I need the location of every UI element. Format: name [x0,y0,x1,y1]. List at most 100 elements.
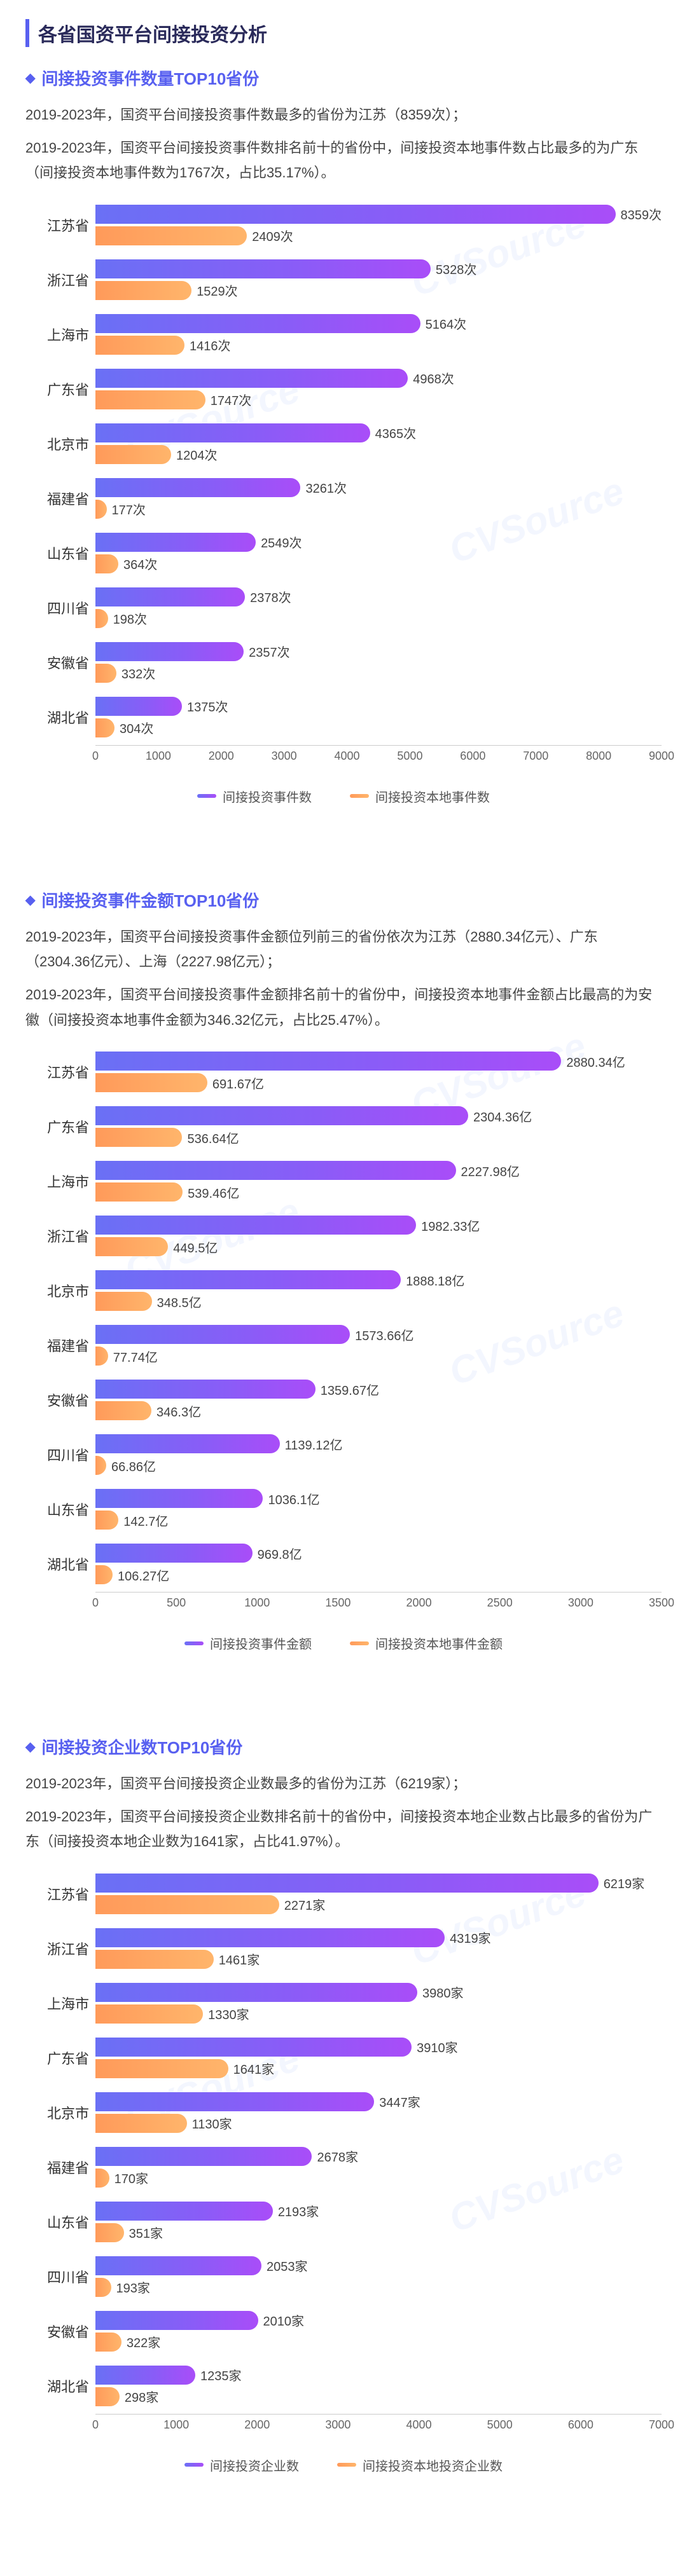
category-label: 四川省 [25,1444,95,1465]
bar-value-label: 1982.33亿 [421,1216,480,1235]
bar-value-label: 691.67亿 [212,1074,264,1092]
category-label: 四川省 [25,598,95,618]
chart-row: 安徽省2357次332次 [25,642,662,683]
axis-tick: 9000 [649,750,674,763]
chart-row: 四川省2378次198次 [25,587,662,628]
axis-tick: 7000 [649,2418,674,2432]
chart-row: 北京市4365次1204次 [25,423,662,464]
category-label: 浙江省 [25,1226,95,1246]
bar-value-label: 8359次 [621,205,662,223]
axis-tick: 0 [92,2418,99,2432]
secondary-bar [95,2059,228,2078]
secondary-bar [95,2387,120,2406]
secondary-bar [95,2333,121,2352]
bar-value-label: 2880.34亿 [566,1052,625,1071]
bar-value-label: 1036.1亿 [268,1490,319,1508]
chart-row: 安徽省2010家322家 [25,2311,662,2352]
primary-bar [95,1874,599,1893]
category-label: 江苏省 [25,1062,95,1082]
secondary-bar [95,1565,113,1584]
primary-bar [95,2366,195,2385]
axis-tick: 4000 [335,750,360,763]
chart-row: 山东省2549次364次 [25,533,662,573]
bar-value-label: 3980家 [422,1983,464,2001]
category-label: 安徽省 [25,1390,95,1410]
secondary-bar [95,390,205,409]
axis-tick: 2000 [209,750,234,763]
bar-value-label: 5164次 [426,314,467,332]
primary-bar [95,423,370,442]
category-label: 江苏省 [25,215,95,235]
x-axis: 0500100015002000250030003500 [95,1592,662,1611]
secondary-bar [95,664,116,683]
category-label: 山东省 [25,543,95,563]
legend-label: 间接投资企业数 [210,2456,299,2474]
primary-bar [95,2256,261,2275]
chart-row: 上海市2227.98亿539.46亿 [25,1161,662,1202]
axis-tick: 5000 [487,2418,513,2432]
chart-row: 四川省1139.12亿66.86亿 [25,1434,662,1475]
bar-value-label: 2678家 [317,2147,358,2165]
bar-value-label: 4319家 [450,1928,491,1947]
axis-tick: 1000 [146,750,171,763]
primary-bar [95,1489,263,1508]
primary-bar [95,533,256,552]
chart-row: 广东省3910家1641家 [25,2038,662,2078]
chart-section: CVSourceCVSourceCVSource间接投资事件数量TOP10省份2… [25,66,662,850]
category-label: 四川省 [25,2266,95,2287]
chart-area: 江苏省8359次2409次浙江省5328次1529次上海市5164次1416次广… [25,205,662,850]
axis-tick: 2000 [406,1596,432,1610]
bar-value-label: 1416次 [190,336,231,354]
primary-bar [95,2038,412,2057]
chart-row: 湖北省1375次304次 [25,697,662,737]
axis-tick: 500 [167,1596,186,1610]
secondary-bar [95,2114,187,2133]
chart-row: 四川省2053家193家 [25,2256,662,2297]
section-title: 间接投资企业数TOP10省份 [25,1735,662,1758]
bar-value-label: 77.74亿 [113,1347,158,1366]
legend-swatch [350,794,369,798]
bar-value-label: 66.86亿 [111,1456,156,1475]
chart-row: 江苏省8359次2409次 [25,205,662,245]
category-label: 北京市 [25,2102,95,2123]
secondary-bar [95,1128,182,1147]
x-axis: 0100020003000400050006000700080009000 [95,745,662,764]
legend-swatch [184,1641,204,1645]
bar-value-label: 1461家 [219,1950,260,1968]
category-label: 安徽省 [25,2321,95,2341]
section-description: 2019-2023年，国资平台间接投资事件数排名前十的省份中，间接投资本地事件数… [25,135,662,186]
bar-value-label: 1747次 [211,390,252,409]
secondary-bar [95,1237,168,1256]
category-label: 上海市 [25,1993,95,2013]
secondary-bar [95,1073,207,1092]
axis-tick: 1000 [163,2418,189,2432]
legend-item: 间接投资企业数 [184,2456,299,2474]
bar-value-label: 5328次 [436,259,477,278]
section-description: 2019-2023年，国资平台间接投资事件金额位列前三的省份依次为江苏（2880… [25,924,662,975]
chart-row: 湖北省969.8亿106.27亿 [25,1544,662,1584]
section-title: 间接投资事件数量TOP10省份 [25,66,662,90]
category-label: 广东省 [25,379,95,399]
secondary-bar [95,554,118,573]
primary-bar [95,642,244,661]
legend-label: 间接投资本地事件金额 [375,1634,503,1652]
chart-row: 福建省2678家170家 [25,2147,662,2188]
legend-item: 间接投资事件金额 [184,1634,312,1652]
chart-row: 湖北省1235家298家 [25,2366,662,2406]
secondary-bar [95,281,191,300]
bar-value-label: 304次 [120,718,153,737]
primary-bar [95,478,300,497]
legend-item: 间接投资本地投资企业数 [337,2456,503,2474]
secondary-bar [95,2278,111,2297]
secondary-bar [95,718,114,737]
section-description: 2019-2023年，国资平台间接投资事件金额排名前十的省份中，间接投资本地事件… [25,982,662,1032]
legend-label: 间接投资事件金额 [210,1634,312,1652]
primary-bar [95,2147,312,2166]
bar-value-label: 298家 [125,2387,158,2406]
chart-row: 山东省2193家351家 [25,2202,662,2242]
bar-value-label: 1888.18亿 [406,1271,464,1289]
axis-tick: 5000 [397,750,422,763]
secondary-bar [95,226,247,245]
bar-value-label: 170家 [114,2168,148,2187]
chart-row: 上海市3980家1330家 [25,1983,662,2024]
